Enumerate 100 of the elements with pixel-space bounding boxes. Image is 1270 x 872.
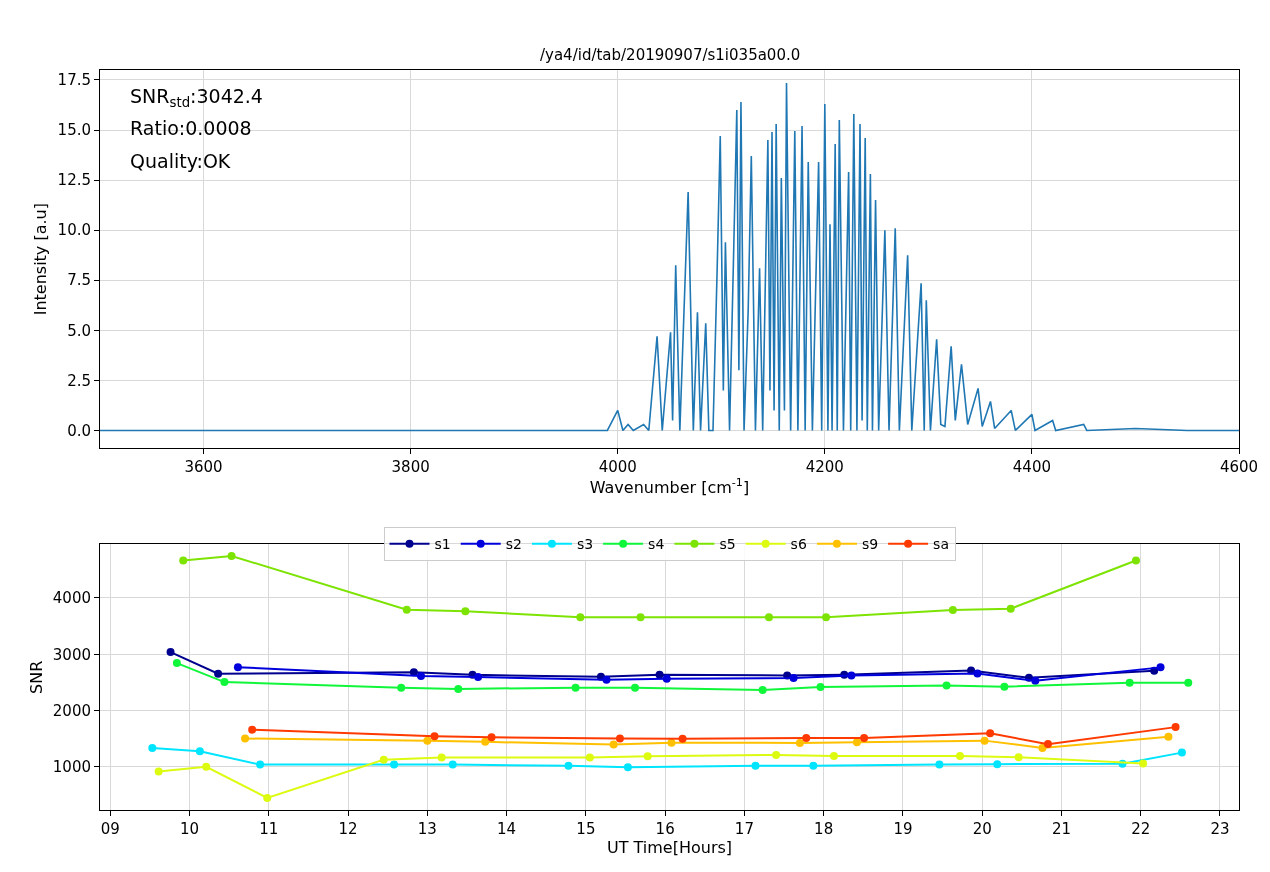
point [481,737,490,746]
x-tick-label: 17 [734,820,754,839]
x-tick-label: 4200 [805,458,844,477]
point [678,734,687,743]
point [227,551,236,560]
point [655,670,664,679]
legend-label: s9 [861,536,879,553]
x-tick-label: 23 [1210,820,1230,839]
y-axis-title: SNR [26,660,46,694]
point [1038,743,1047,752]
point [576,613,585,622]
x-tick-label: 16 [655,820,675,839]
point [166,648,175,657]
point [948,605,957,614]
point [1131,556,1140,565]
point [829,752,838,761]
point [263,793,272,802]
point [973,669,982,678]
point [980,736,989,745]
point [789,674,798,683]
point [248,725,257,734]
point [847,671,856,680]
point [1156,663,1165,672]
x-tick-label: 21 [1051,820,1071,839]
point [454,684,463,693]
point [636,613,645,622]
point [402,605,411,614]
point [437,753,446,762]
annotation: Quality:OK [130,150,231,172]
point [1125,678,1134,687]
x-tick-label: 4400 [1012,458,1051,477]
point [1139,759,1148,768]
point [942,681,951,690]
x-tick-label: 18 [814,820,834,839]
point [461,607,470,616]
y-tick-label: 15.0 [57,121,91,140]
y-tick-label: 1000 [52,758,91,777]
point [154,767,163,776]
y-tick-label: 17.5 [57,71,91,90]
point [1164,732,1173,741]
point [764,613,773,622]
x-tick-label: 12 [338,820,358,839]
point [1006,604,1015,613]
point [1177,748,1186,757]
x-tick-label: 4000 [598,458,637,477]
y-tick-label: 0.0 [67,421,91,440]
point [986,729,995,738]
y-tick-label: 12.5 [57,171,91,190]
point [1171,723,1180,732]
point [802,733,811,742]
chart-title: /ya4/id/tab/20190907/s1i035a00.0 [540,46,801,64]
line-series [100,82,1239,432]
y-tick-label: 4000 [52,589,91,608]
point [751,761,760,770]
point [474,673,483,682]
x-tick-label: 4600 [1219,458,1259,477]
point [220,678,229,687]
x-tick-label: 19 [893,820,913,839]
point [643,752,652,761]
point [1014,753,1023,762]
point [602,675,611,684]
x-tick-label: 3600 [184,458,223,477]
point [585,753,594,762]
point [448,760,457,769]
point [852,738,861,747]
legend-label: s3 [576,536,594,553]
y-tick-label: 5.0 [67,321,91,340]
legend-label: s5 [719,536,736,553]
point [233,663,242,672]
point [1184,678,1193,687]
legend-label: s4 [648,536,665,553]
point [956,752,964,761]
point [623,763,632,772]
x-tick-label: 13 [417,820,437,839]
x-tick-label: 10 [180,820,200,839]
x-tick-label: 14 [497,820,517,839]
point [397,683,406,692]
y-axis-title: Intensity [a.u] [31,203,51,316]
point [772,750,781,759]
point [1043,740,1052,749]
x-tick-label: 09 [100,820,120,839]
point [202,762,211,771]
point [487,733,496,742]
annotation: SNR$_{std}$:3042.4 [130,85,263,110]
point [758,686,767,695]
legend-label: s6 [790,536,807,553]
point [822,613,831,622]
point [409,668,418,677]
point [571,683,580,692]
x-tick-label: 15 [576,820,596,839]
point [179,556,188,565]
point [609,740,618,749]
point [390,760,399,769]
point [256,760,265,769]
legend-label: s2 [505,536,522,553]
y-tick-label: 10.0 [57,221,91,240]
point [860,733,869,742]
point [423,736,432,745]
x-tick-label: 22 [1131,820,1151,839]
point [564,761,573,770]
